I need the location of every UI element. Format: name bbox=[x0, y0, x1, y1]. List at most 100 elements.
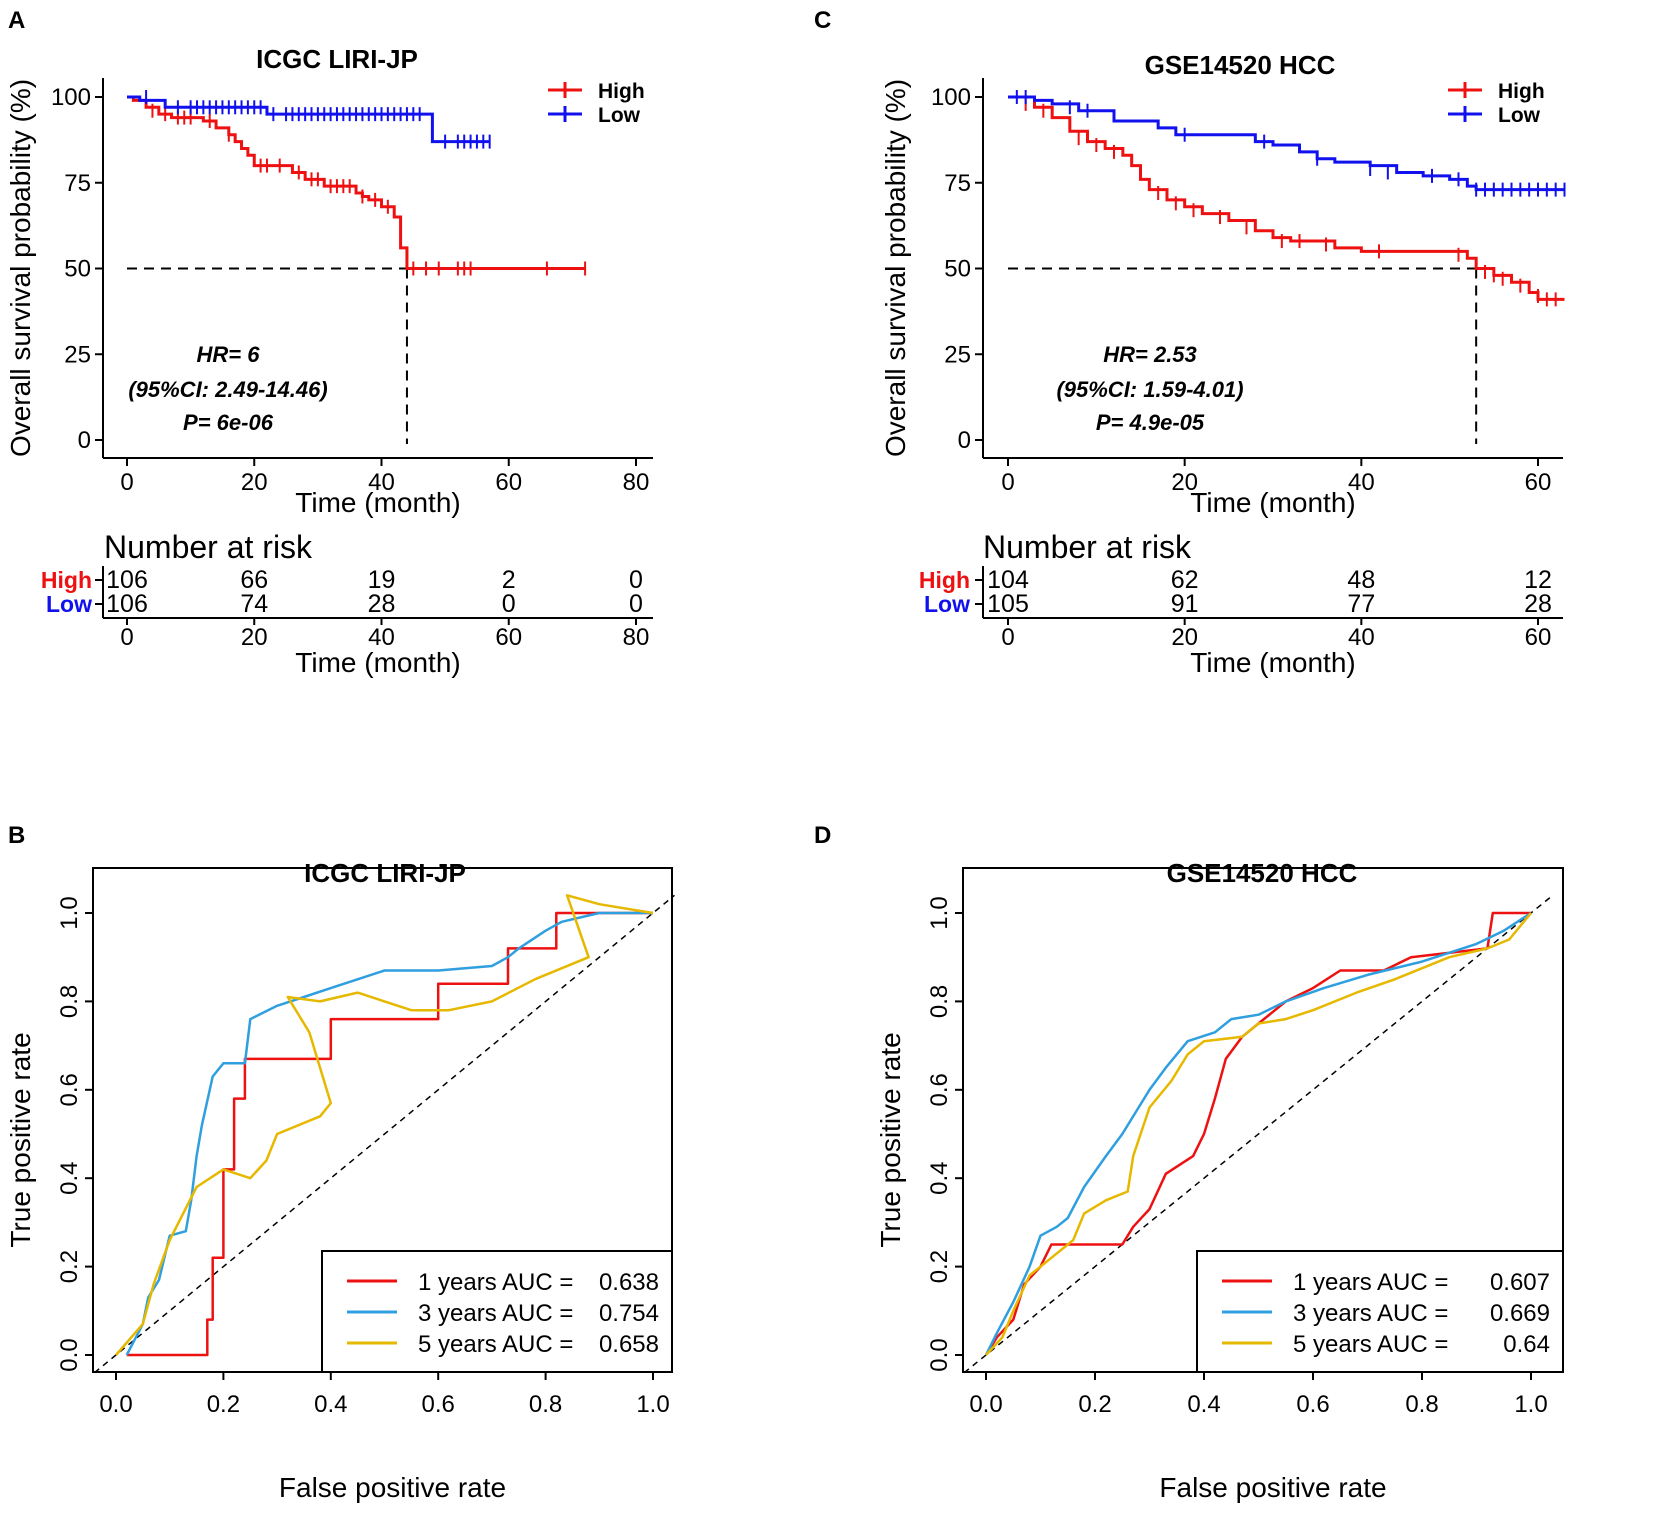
y-tick-label: 100 bbox=[51, 84, 91, 111]
hazard-ratio: HR= 2.53 bbox=[1103, 342, 1197, 367]
risk-count: 0 bbox=[629, 566, 643, 594]
y-axis-label: Overall survival probability (%) bbox=[5, 79, 36, 457]
x-tick-label: 0.4 bbox=[1187, 1391, 1220, 1418]
legend-auc-value: 0.64 bbox=[1503, 1331, 1550, 1358]
risk-count: 28 bbox=[1524, 590, 1552, 618]
risk-count: 66 bbox=[240, 566, 268, 594]
roc-curve-5-years bbox=[985, 912, 1532, 1356]
y-tick-label: 25 bbox=[944, 341, 971, 368]
legend-label-5-years: 5 years AUC = bbox=[1293, 1331, 1448, 1358]
risk-group-low: Low bbox=[924, 591, 970, 617]
risk-x-axis-label: Time (month) bbox=[1190, 647, 1355, 678]
legend-label-low: Low bbox=[1498, 104, 1541, 127]
risk-group-high: High bbox=[919, 567, 970, 593]
risk-count: 2 bbox=[502, 566, 516, 594]
panel-letter: B bbox=[8, 822, 25, 849]
roc-curve-3-years bbox=[984, 911, 1532, 1356]
x-tick-label: 0.2 bbox=[207, 1391, 240, 1418]
x-tick-label: 0.6 bbox=[422, 1391, 455, 1418]
y-tick-label: 25 bbox=[64, 341, 91, 368]
panel-c: C GSE14520 HCC 0 25 50 75 100 0 20 40 60 Time (mont… bbox=[814, 7, 1566, 678]
legend-label-3-years: 3 years AUC = bbox=[418, 1300, 573, 1327]
y-tick-label: 0.6 bbox=[926, 1073, 953, 1106]
risk-count: 0 bbox=[502, 590, 516, 618]
survival-curve-high bbox=[1008, 95, 1565, 301]
risk-count: 77 bbox=[1347, 590, 1375, 618]
y-tick-label: 75 bbox=[64, 170, 91, 197]
panel-b: B ICGC LIRI-JP 0.0 0.2 0.4 0.6 0.8 1.0 0.0 0.2 0.4… bbox=[5, 822, 675, 1503]
x-tick-label: 60 bbox=[495, 469, 522, 496]
panel-d: D GSE14520 HCC 0.0 0.2 0.4 0.6 0.8 1.0 0.0 0.2 0.4… bbox=[814, 822, 1564, 1503]
y-tick-label: 100 bbox=[931, 84, 971, 111]
y-tick-label: 50 bbox=[944, 256, 971, 283]
legend-label-1-years: 1 years AUC = bbox=[1293, 1269, 1448, 1296]
legend-auc-value: 0.669 bbox=[1490, 1300, 1550, 1327]
risk-count: 62 bbox=[1171, 566, 1199, 594]
y-tick-label: 0.2 bbox=[56, 1250, 83, 1283]
risk-count: 91 bbox=[1171, 590, 1199, 618]
legend-label-3-years: 3 years AUC = bbox=[1293, 1300, 1448, 1327]
survival-curve-low bbox=[127, 95, 490, 144]
roc-curve-1-years bbox=[126, 911, 653, 1357]
x-tick-label: 40 bbox=[1348, 469, 1375, 496]
risk-x-tick-label: 20 bbox=[1171, 624, 1198, 651]
survival-curve-low bbox=[1008, 95, 1565, 192]
risk-x-tick-label: 40 bbox=[368, 624, 395, 651]
chart-title: GSE14520 HCC bbox=[1145, 50, 1336, 80]
risk-count: 28 bbox=[368, 590, 396, 618]
risk-x-tick-label: 20 bbox=[241, 624, 268, 651]
x-tick-label: 1.0 bbox=[636, 1391, 669, 1418]
x-axis-label: Time (month) bbox=[1190, 487, 1355, 518]
x-tick-label: 80 bbox=[623, 469, 650, 496]
x-tick-label: 0.0 bbox=[99, 1391, 132, 1418]
x-tick-label: 0.8 bbox=[1405, 1391, 1438, 1418]
roc-curve-5-years bbox=[115, 894, 654, 1356]
y-tick-label: 0.0 bbox=[56, 1338, 83, 1371]
y-axis-label: True positive rate bbox=[875, 1032, 906, 1247]
x-tick-label: 1.0 bbox=[1514, 1391, 1547, 1418]
legend-label-1-years: 1 years AUC = bbox=[418, 1269, 573, 1296]
risk-x-tick-label: 40 bbox=[1348, 624, 1375, 651]
y-tick-label: 1.0 bbox=[56, 896, 83, 929]
risk-count: 12 bbox=[1524, 566, 1552, 594]
y-tick-label: 0 bbox=[78, 427, 91, 454]
risk-x-tick-label: 60 bbox=[1525, 624, 1552, 651]
chance-diagonal-line bbox=[963, 894, 1554, 1374]
risk-x-tick-label: 0 bbox=[1001, 624, 1014, 651]
y-tick-label: 0.8 bbox=[926, 985, 953, 1018]
risk-count: 19 bbox=[368, 566, 396, 594]
y-tick-label: 0.2 bbox=[926, 1250, 953, 1283]
legend-label-high: High bbox=[598, 80, 645, 103]
risk-x-tick-label: 80 bbox=[623, 624, 650, 651]
x-tick-label: 0.4 bbox=[314, 1391, 347, 1418]
risk-count: 106 bbox=[106, 590, 148, 618]
y-tick-label: 0 bbox=[958, 427, 971, 454]
risk-x-tick-label: 60 bbox=[495, 624, 522, 651]
legend-auc-value: 0.607 bbox=[1490, 1269, 1550, 1296]
p-value: P= 4.9e-05 bbox=[1096, 410, 1205, 435]
risk-count: 105 bbox=[987, 590, 1029, 618]
x-tick-label: 0 bbox=[1001, 469, 1014, 496]
confidence-interval: (95%CI: 1.59-4.01) bbox=[1056, 377, 1243, 402]
risk-group-high: High bbox=[41, 567, 92, 593]
x-axis-label: Time (month) bbox=[295, 487, 460, 518]
y-axis-label: Overall survival probability (%) bbox=[880, 79, 911, 457]
y-tick-label: 1.0 bbox=[926, 896, 953, 929]
x-tick-label: 60 bbox=[1525, 469, 1552, 496]
legend-label-5-years: 5 years AUC = bbox=[418, 1331, 573, 1358]
risk-count: 48 bbox=[1347, 566, 1375, 594]
panel-letter: A bbox=[8, 7, 25, 34]
hazard-ratio: HR= 6 bbox=[197, 342, 261, 367]
x-tick-label: 0.6 bbox=[1296, 1391, 1329, 1418]
risk-x-tick-label: 0 bbox=[120, 624, 133, 651]
y-tick-label: 75 bbox=[944, 170, 971, 197]
confidence-interval: (95%CI: 2.49-14.46) bbox=[128, 377, 327, 402]
panel-letter: C bbox=[814, 7, 831, 34]
x-tick-label: 0.2 bbox=[1078, 1391, 1111, 1418]
legend-auc-value: 0.638 bbox=[599, 1269, 659, 1296]
risk-count: 74 bbox=[240, 590, 268, 618]
x-tick-label: 20 bbox=[1171, 469, 1198, 496]
y-axis-label: True positive rate bbox=[5, 1032, 36, 1247]
